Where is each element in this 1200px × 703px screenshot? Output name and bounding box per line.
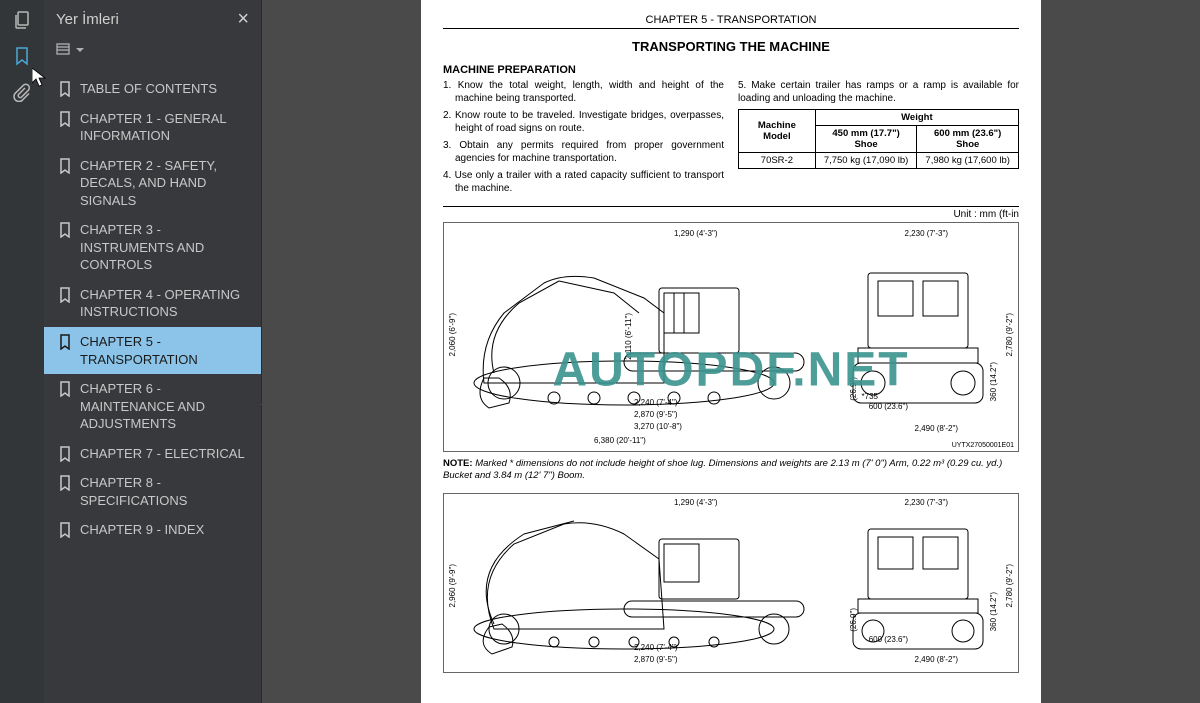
bookmark-label: CHAPTER 4 - OPERATING INSTRUCTIONS <box>80 286 251 321</box>
dim: 2,230 (7'-3") <box>905 498 949 507</box>
dim: 2,240 (7'-4") <box>634 643 678 652</box>
prep-item: 4. Use only a trailer with a rated capac… <box>443 170 724 195</box>
excavator-rear-svg <box>838 243 998 433</box>
bookmark-label: CHAPTER 6 - MAINTENANCE AND ADJUSTMENTS <box>80 380 251 433</box>
bookmark-item[interactable]: CHAPTER 6 - MAINTENANCE AND ADJUSTMENTS <box>44 374 261 439</box>
dim: 2,490 (8'-2") <box>915 424 959 433</box>
bookmark-icon <box>58 222 72 238</box>
bookmark-label: CHAPTER 7 - ELECTRICAL <box>80 445 251 463</box>
dim: 3,270 (10'-8") <box>634 422 682 431</box>
bookmark-label: CHAPTER 1 - GENERAL INFORMATION <box>80 110 251 145</box>
bookmark-label: TABLE OF CONTENTS <box>80 80 251 98</box>
weight-table: Machine Model Weight 450 mm (17.7") Shoe… <box>738 109 1019 169</box>
bookmark-icon <box>58 334 72 350</box>
th-weight: Weight <box>815 110 1018 126</box>
th-shoe2: 600 mm (23.6") Shoe <box>917 126 1019 153</box>
bookmark-icon <box>58 111 72 127</box>
dim: 2,780 (9'-2") <box>1005 564 1014 608</box>
dim: 1,290 (4'-3") <box>674 229 718 238</box>
excavator-rear-svg <box>838 509 998 669</box>
document-area[interactable]: CHAPTER 5 - TRANSPORTATION TRANSPORTING … <box>262 0 1200 703</box>
section-title: MACHINE PREPARATION <box>443 64 1019 76</box>
bookmark-icon <box>58 475 72 491</box>
bookmark-icon <box>58 522 72 538</box>
dim: 2,870 (9'-5") <box>634 410 678 419</box>
bookmark-item[interactable]: CHAPTER 1 - GENERAL INFORMATION <box>44 104 261 151</box>
dim: 2,780 (9'-2") <box>1005 313 1014 357</box>
bookmark-label: CHAPTER 3 - INSTRUMENTS AND CONTROLS <box>80 221 251 274</box>
bookmark-icon <box>58 446 72 462</box>
th-model: Machine Model <box>739 110 816 153</box>
prep-item-5: 5. Make certain trailer has ramps or a r… <box>738 80 1019 105</box>
attachments-icon[interactable] <box>10 80 34 104</box>
dim: (26.9") <box>849 377 858 401</box>
unit-label: Unit : mm (ft-in <box>443 206 1019 220</box>
dim: 2,240 (7'-4") <box>634 398 678 407</box>
dim: 2,490 (8'-2") <box>915 655 959 664</box>
bookmark-item[interactable]: CHAPTER 4 - OPERATING INSTRUCTIONS <box>44 280 261 327</box>
bookmarks-icon[interactable] <box>10 44 34 68</box>
figure-1: 1,290 (4'-3") 2,230 (7'-3") 2,060 (6'-9"… <box>443 222 1019 452</box>
dim: 600 (23.6") <box>869 402 908 411</box>
dim: *735 <box>862 392 878 401</box>
pages-icon[interactable] <box>10 8 34 32</box>
dim: 360 (14.2") <box>989 592 998 631</box>
note-prefix: NOTE: <box>443 458 473 469</box>
note: NOTE: Marked * dimensions do not include… <box>443 458 1019 483</box>
td-model: 70SR-2 <box>739 153 816 169</box>
dim: 1,290 (4'-3") <box>674 498 718 507</box>
dim: 600 (23.6") <box>869 635 908 644</box>
prep-item: 1. Know the total weight, length, width … <box>443 80 724 105</box>
bookmark-label: CHAPTER 2 - SAFETY, DECALS, AND HAND SIG… <box>80 157 251 210</box>
bookmark-item[interactable]: CHAPTER 3 - INSTRUMENTS AND CONTROLS <box>44 215 261 280</box>
bookmark-label: CHAPTER 9 - INDEX <box>80 521 251 539</box>
bookmark-icon <box>58 158 72 174</box>
prep-item: 3. Obtain any permits required from prop… <box>443 140 724 165</box>
dim: 6,380 (20'-11") <box>594 436 646 445</box>
bookmark-label: CHAPTER 8 - SPECIFICATIONS <box>80 474 251 509</box>
bookmark-item[interactable]: CHAPTER 7 - ELECTRICAL <box>44 439 261 469</box>
bookmark-item[interactable]: CHAPTER 5 - TRANSPORTATION <box>44 327 261 374</box>
bookmarks-list: TABLE OF CONTENTS CHAPTER 1 - GENERAL INF… <box>44 70 261 703</box>
bookmark-icon <box>58 81 72 97</box>
dim: 2,960 (9'-9") <box>448 564 457 608</box>
figure-code: UYTX27050001E01 <box>952 442 1014 449</box>
dim: 2,870 (9'-5") <box>634 655 678 664</box>
panel-options <box>44 39 261 70</box>
prep-item: 2. Know route to be traveled. Investigat… <box>443 110 724 135</box>
note-body: Marked * dimensions do not include heigh… <box>443 458 1002 481</box>
close-icon[interactable]: × <box>237 8 249 31</box>
dim: (26.9") <box>849 608 858 632</box>
options-icon[interactable] <box>56 43 84 57</box>
bookmarks-panel: Yer İmleri × TABLE OF CONTENTS CHAPTER 1 … <box>44 0 262 703</box>
bookmark-item[interactable]: CHAPTER 8 - SPECIFICATIONS <box>44 468 261 515</box>
dim: 2,060 (6'-9") <box>448 313 457 357</box>
bookmark-item[interactable]: CHAPTER 9 - INDEX <box>44 515 261 545</box>
dim: 2,230 (7'-3") <box>905 229 949 238</box>
panel-header: Yer İmleri × <box>44 0 261 39</box>
page: CHAPTER 5 - TRANSPORTATION TRANSPORTING … <box>421 0 1041 703</box>
bookmark-item[interactable]: CHAPTER 2 - SAFETY, DECALS, AND HAND SIG… <box>44 151 261 216</box>
left-toolbar <box>0 0 44 703</box>
panel-title: Yer İmleri <box>56 11 119 28</box>
bookmark-item[interactable]: TABLE OF CONTENTS <box>44 74 261 104</box>
dim: 2,110 (6'-11") <box>624 313 633 360</box>
bookmark-icon <box>58 287 72 303</box>
bookmark-icon <box>58 381 72 397</box>
figure-2: 1,290 (4'-3") 2,230 (7'-3") 2,960 (9'-9"… <box>443 493 1019 673</box>
th-shoe1: 450 mm (17.7") Shoe <box>815 126 917 153</box>
td-w2: 7,980 kg (17,600 lb) <box>917 153 1019 169</box>
td-w1: 7,750 kg (17,090 lb) <box>815 153 917 169</box>
prep-list-left: 1. Know the total weight, length, width … <box>443 80 724 195</box>
dim: 360 (14.2") <box>989 362 998 401</box>
chapter-header: CHAPTER 5 - TRANSPORTATION <box>443 14 1019 29</box>
page-title: TRANSPORTING THE MACHINE <box>443 39 1019 54</box>
bookmark-label: CHAPTER 5 - TRANSPORTATION <box>80 333 251 368</box>
